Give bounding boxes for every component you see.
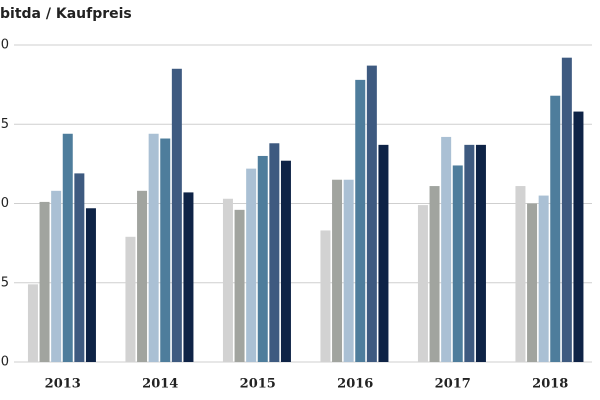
- y-tick-label: 20: [0, 38, 9, 53]
- bar: [332, 179, 343, 362]
- y-tick-label: 5: [1, 275, 9, 290]
- bar: [475, 144, 486, 362]
- bar: [355, 79, 366, 363]
- bar: [269, 143, 280, 362]
- bar: [538, 195, 549, 362]
- bar: [429, 186, 440, 362]
- bar: [527, 203, 538, 362]
- bar: [573, 111, 584, 362]
- x-tick-label: 2017: [435, 377, 471, 392]
- bar: [27, 284, 38, 362]
- bar: [257, 155, 268, 362]
- bar: [280, 160, 291, 362]
- bar: [464, 144, 475, 362]
- bar: [561, 57, 572, 363]
- x-tick-label: 2013: [45, 377, 81, 392]
- x-tick-label: 2016: [337, 377, 373, 392]
- bar: [320, 230, 331, 362]
- x-tick-label: 2018: [532, 377, 568, 392]
- bar: [85, 208, 96, 362]
- bar: [74, 173, 85, 362]
- chart-title: bitda / Kaufpreis: [0, 6, 132, 22]
- bar: [62, 133, 73, 362]
- x-tick-label: 2015: [240, 377, 276, 392]
- bar: [125, 236, 136, 362]
- bar: [222, 198, 233, 362]
- bar: [160, 138, 171, 362]
- bar: [452, 165, 463, 362]
- bar: [39, 201, 50, 362]
- bar: [417, 205, 428, 362]
- y-tick-label: 0: [1, 355, 9, 370]
- bar: [171, 68, 182, 363]
- bar: [441, 136, 452, 362]
- bar: [234, 209, 245, 362]
- bar: [148, 133, 159, 362]
- bar: [51, 190, 62, 362]
- bar: [366, 65, 377, 362]
- bar: [515, 186, 526, 362]
- bar: [137, 190, 148, 362]
- x-tick-label: 2014: [142, 377, 178, 392]
- bar: [183, 192, 194, 362]
- bar: [378, 144, 389, 362]
- y-tick-label: 10: [0, 196, 9, 211]
- bar: [246, 168, 257, 362]
- y-tick-label: 15: [0, 117, 9, 132]
- bar: [550, 95, 561, 362]
- bar: [343, 179, 354, 362]
